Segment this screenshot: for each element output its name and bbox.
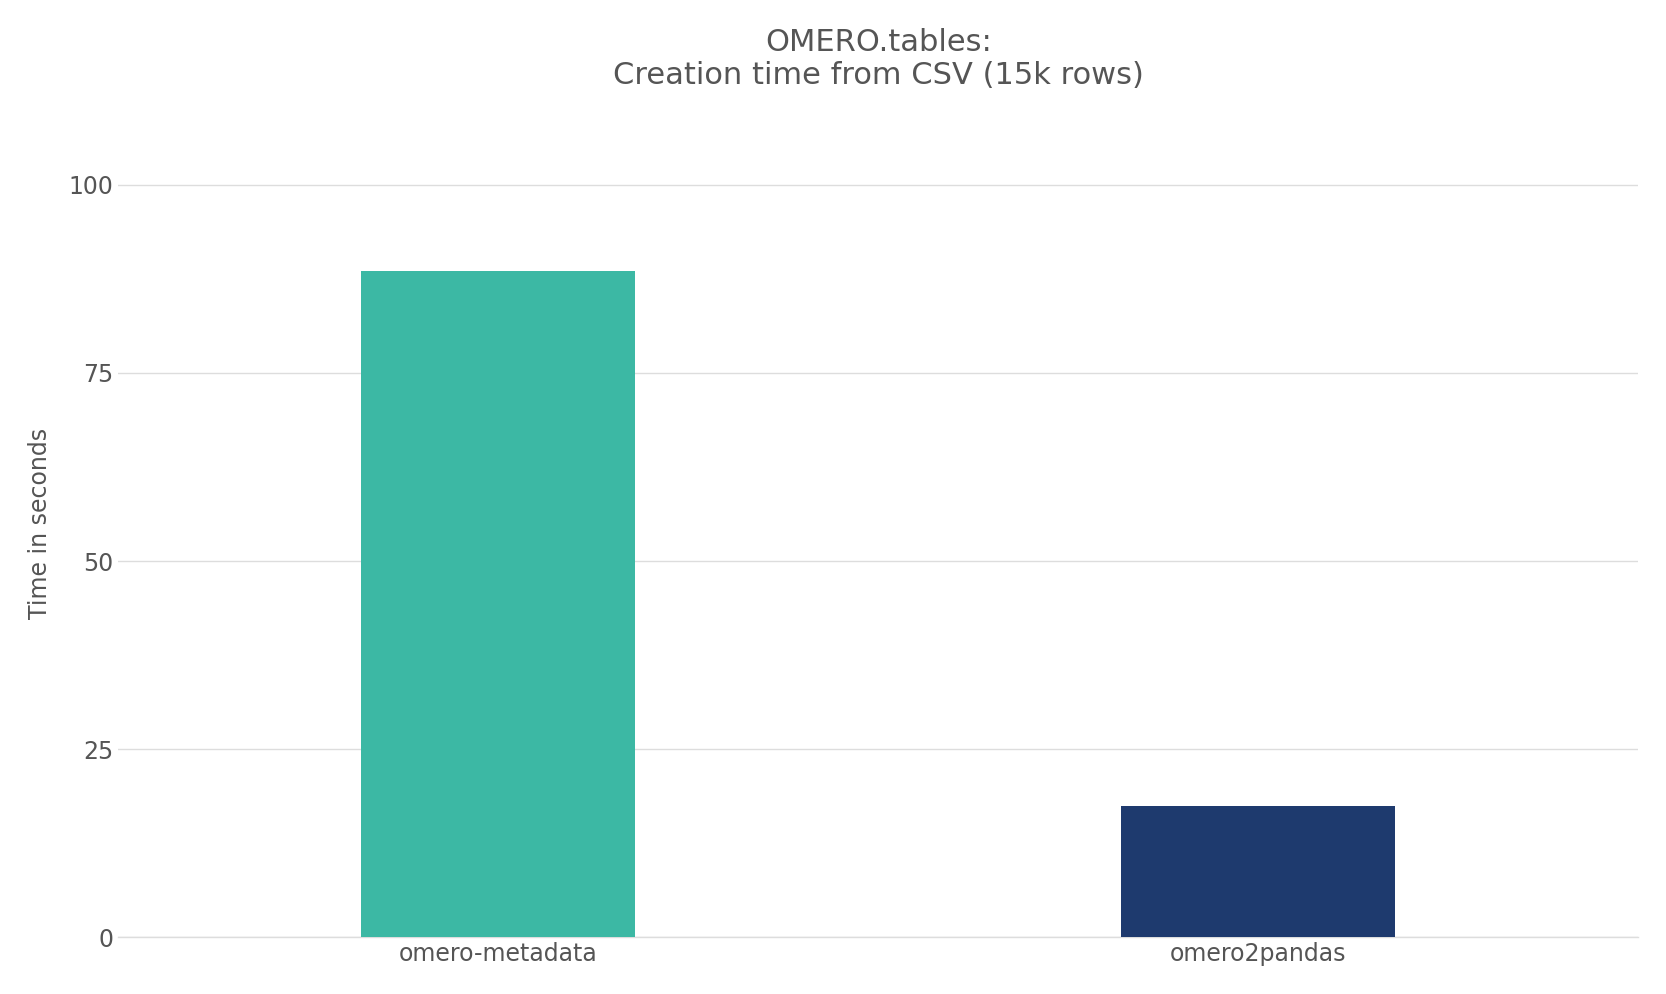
Bar [362, 271, 635, 937]
Y-axis label: Time in seconds: Time in seconds [28, 427, 52, 619]
Bar [1121, 805, 1394, 937]
Title: OMERO.tables:
Creation time from CSV (15k rows): OMERO.tables: Creation time from CSV (15… [613, 28, 1143, 90]
